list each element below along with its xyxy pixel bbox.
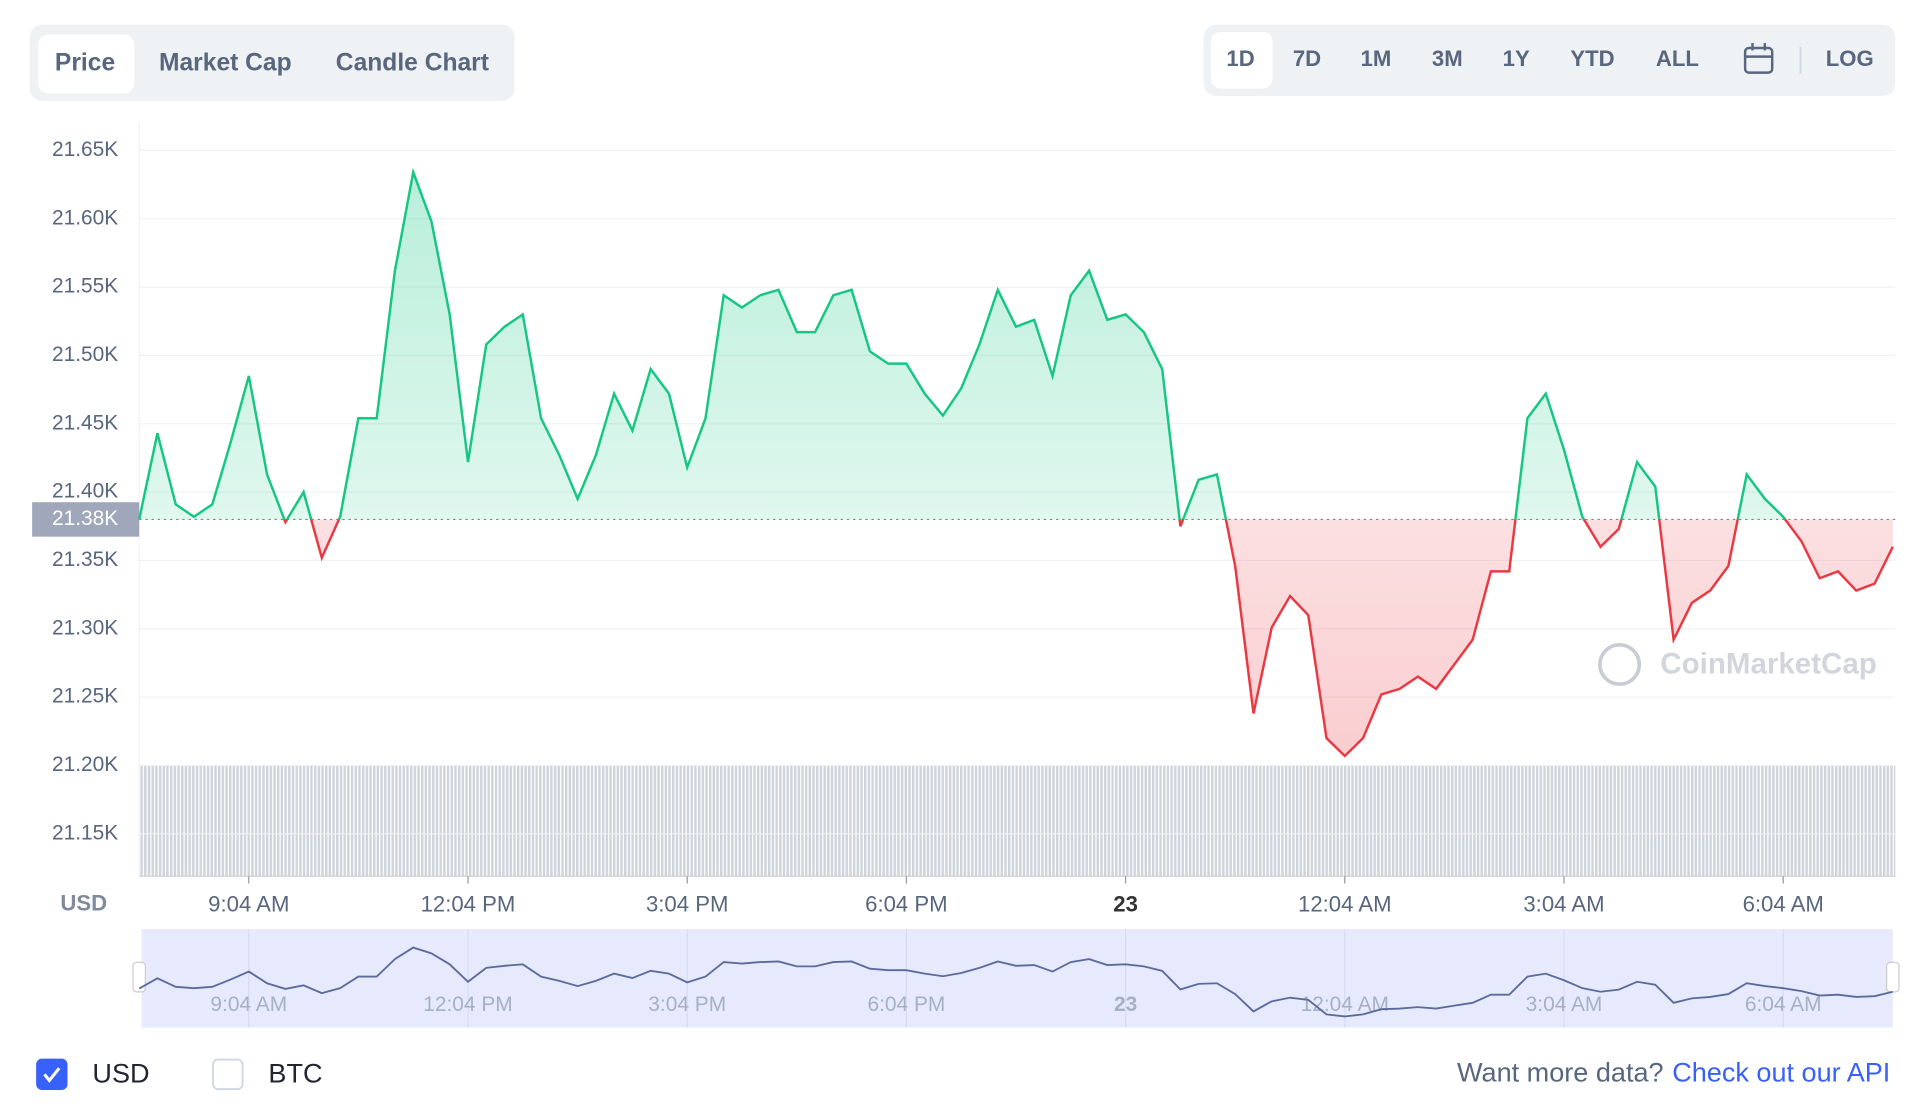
active-tab	[38, 34, 135, 94]
price-line-up	[137, 167, 1787, 520]
navigator-handle[interactable]	[1886, 961, 1900, 993]
x-tick-label: 6:04 PM	[865, 892, 947, 917]
active-range	[1211, 31, 1273, 89]
reference-badge	[32, 502, 140, 537]
range-button[interactable]: ALL	[1656, 46, 1699, 71]
area-up	[139, 172, 1893, 520]
y-tick-label: 21.50K	[52, 343, 118, 366]
footer-link[interactable]: Check out our API	[1672, 1056, 1890, 1087]
x-tick-label: 3:04 AM	[1523, 892, 1604, 917]
y-tick-label: 21.20K	[52, 753, 118, 776]
y-axis-label: USD	[60, 890, 107, 915]
navigator-label: 3:04 PM	[648, 993, 726, 1016]
checkbox[interactable]	[212, 1058, 244, 1091]
tab[interactable]: Price	[55, 49, 115, 76]
checkmark	[43, 1067, 61, 1083]
tab-bar	[29, 24, 515, 101]
y-tick-label: 21.35K	[52, 548, 118, 571]
y-tick-label: 21.55K	[52, 275, 118, 298]
log-button[interactable]: LOG	[1826, 46, 1874, 71]
navigator-label: 12:04 PM	[423, 993, 512, 1016]
range-button[interactable]: 1Y	[1503, 46, 1530, 71]
navigator-label: 23	[1114, 993, 1137, 1016]
navigator	[141, 929, 1893, 1028]
y-tick-label: 21.30K	[52, 616, 118, 639]
reference-label: 21.38K	[52, 507, 118, 530]
x-tick-label: 6:04 AM	[1743, 892, 1824, 917]
range-button[interactable]: 1D	[1226, 46, 1254, 71]
calendar-icon[interactable]	[1743, 43, 1774, 74]
navigator-line	[138, 946, 1894, 1018]
y-tick-label: 21.60K	[52, 206, 118, 229]
x-tick-label: 12:04 AM	[1298, 892, 1392, 917]
range-bar	[1203, 24, 1896, 96]
range-button[interactable]: 3M	[1432, 46, 1463, 71]
price-line-down	[139, 519, 1894, 758]
y-tick-label: 21.15K	[52, 821, 118, 844]
x-tick-label: 9:04 AM	[208, 892, 289, 917]
range-button[interactable]: YTD	[1570, 46, 1614, 71]
currency-label: BTC	[268, 1058, 322, 1089]
volume-bars	[139, 765, 1896, 877]
checkbox[interactable]	[36, 1058, 68, 1091]
tab[interactable]: Market Cap	[159, 49, 292, 76]
navigator-label: 3:04 AM	[1526, 993, 1603, 1016]
watermark: CoinMarketCap	[1660, 648, 1876, 681]
footer-text: Want more data? Check out our API	[1457, 1056, 1890, 1087]
y-tick-label: 21.45K	[52, 411, 118, 434]
x-tick-label: 3:04 PM	[646, 892, 728, 917]
range-button[interactable]: 1M	[1361, 46, 1392, 71]
watermark-logo	[1598, 642, 1642, 687]
x-tick-label: 12:04 PM	[421, 892, 516, 917]
navigator-label: 9:04 AM	[210, 993, 287, 1016]
y-tick-label: 21.25K	[52, 685, 118, 708]
x-tick-label: 23	[1113, 892, 1138, 917]
navigator-label: 6:04 AM	[1745, 993, 1822, 1016]
tab[interactable]: Candle Chart	[336, 49, 489, 76]
navigator-label: 6:04 PM	[867, 993, 945, 1016]
y-tick-label: 21.40K	[52, 480, 118, 503]
navigator-label: 12:04 AM	[1301, 993, 1389, 1016]
range-button[interactable]: 7D	[1293, 46, 1321, 71]
footer-prompt: Want more data?	[1457, 1056, 1664, 1087]
y-tick-label: 21.65K	[52, 138, 118, 161]
currency-label: USD	[92, 1058, 149, 1089]
navigator-handle[interactable]	[132, 961, 146, 993]
